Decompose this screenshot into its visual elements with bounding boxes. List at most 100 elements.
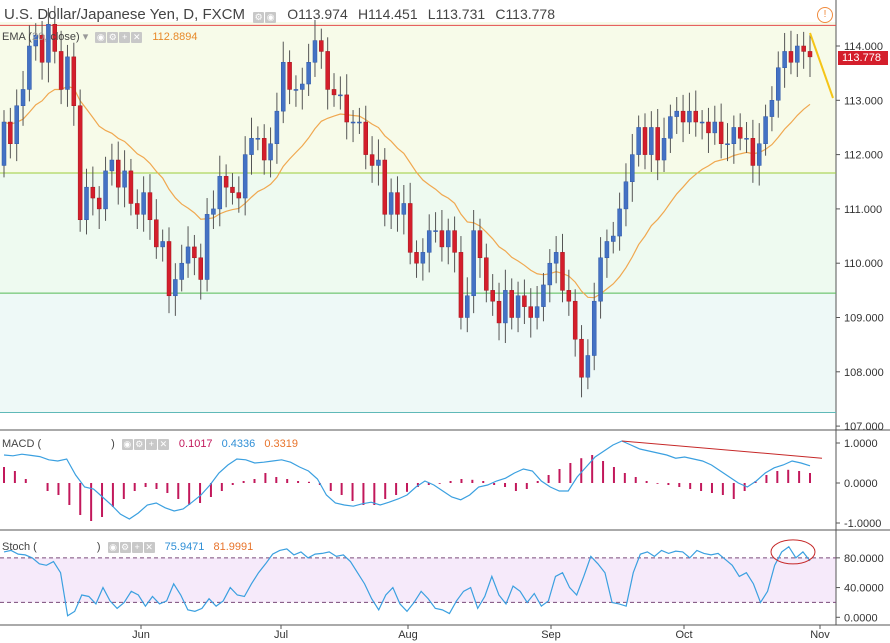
close-icon[interactable]: ✕ <box>143 542 155 554</box>
settings-icon[interactable]: ⚙ <box>119 542 131 554</box>
candle-body <box>319 40 324 52</box>
candle-body <box>96 197 102 210</box>
candle-body <box>65 56 70 90</box>
stoch-buttons[interactable]: ◉ ⚙ + ✕ <box>107 541 156 554</box>
candle-body <box>553 252 559 264</box>
candle-body <box>668 116 673 139</box>
candle-body <box>52 24 58 52</box>
x-tick-label: Nov <box>810 629 830 641</box>
candle-body <box>160 241 165 248</box>
stoch-annotation-circle <box>770 539 816 565</box>
candle-body <box>261 138 267 161</box>
candle-body <box>204 214 210 280</box>
close-icon[interactable]: ✕ <box>131 32 143 44</box>
eye-icon[interactable]: ◉ <box>107 542 119 554</box>
candle-body <box>769 100 775 117</box>
eye-icon[interactable]: ◉ <box>265 11 277 23</box>
candle-body <box>242 154 248 199</box>
candle-body <box>585 355 591 378</box>
ema-dropdown-icon[interactable]: ▾ <box>82 31 89 43</box>
candle-body <box>388 192 394 215</box>
candle-body <box>712 121 718 134</box>
candle-body <box>687 110 692 123</box>
plus-icon[interactable]: + <box>119 32 131 44</box>
candle-body <box>426 230 432 253</box>
macd-buttons[interactable]: ◉ ⚙ + ✕ <box>121 438 170 451</box>
low-value: L113.731 <box>427 6 486 22</box>
candle-body <box>433 230 438 232</box>
candle-body <box>382 159 388 215</box>
candle-body <box>90 186 96 199</box>
candle-body <box>636 127 641 155</box>
candle-body <box>395 192 400 215</box>
candle-body <box>509 290 514 318</box>
candle-body <box>503 290 508 324</box>
candle-body <box>572 300 578 340</box>
candle-body <box>496 300 502 324</box>
candle-body <box>788 51 794 63</box>
close-icon[interactable]: ✕ <box>157 439 169 451</box>
candle-body <box>763 116 768 144</box>
macd-value-2: 0.4336 <box>221 438 256 450</box>
ema-line <box>3 85 811 299</box>
plus-icon[interactable]: + <box>131 542 143 554</box>
candle-body <box>699 121 705 124</box>
candle-body <box>458 252 464 318</box>
candle-body <box>223 176 229 188</box>
candle-body <box>477 230 483 259</box>
macd-y-tick-label: 1.0000 <box>844 438 878 450</box>
candle-body <box>115 159 121 188</box>
candle-body <box>376 159 381 166</box>
candle-body <box>331 89 337 96</box>
candle-body <box>547 262 553 286</box>
candle-body <box>20 89 26 106</box>
ema-legend: EMA (20, close) ▾ ◉ ⚙ + ✕ 112.8894 <box>2 30 197 44</box>
settings-icon[interactable]: ⚙ <box>253 11 265 23</box>
candle-body <box>363 121 368 155</box>
x-tick-label: Jun <box>132 629 150 641</box>
candle-body <box>306 62 311 85</box>
candle-body <box>8 121 13 144</box>
chart-header: U.S. Dollar/Japanese Yen, D, FXCM ⚙ ◉ O11… <box>4 6 555 24</box>
macd-trendline <box>621 440 823 459</box>
candle-body <box>344 94 349 123</box>
candle-body <box>236 192 242 199</box>
macd-label[interactable]: MACD ( <box>2 438 42 450</box>
symbol-title[interactable]: U.S. Dollar/Japanese Yen, D, FXCM <box>4 6 245 23</box>
candle-body <box>566 290 572 302</box>
ema-buttons[interactable]: ◉ ⚙ + ✕ <box>95 31 143 44</box>
high-value: H114.451 <box>357 6 418 22</box>
alert-icon[interactable]: ! <box>817 7 833 23</box>
candle-body <box>300 83 305 90</box>
settings-icon[interactable]: ⚙ <box>107 32 119 44</box>
y-tick-label: 107.000 <box>844 421 884 433</box>
ema-label[interactable]: EMA ( <box>2 31 32 43</box>
candle-body <box>725 143 730 145</box>
header-buttons[interactable]: ⚙ ◉ <box>253 7 277 24</box>
candle-body <box>420 252 426 264</box>
eye-icon[interactable]: ◉ <box>95 32 107 44</box>
eye-icon[interactable]: ◉ <box>121 439 133 451</box>
stoch-value-2: 81.9991 <box>213 541 254 553</box>
stoch-y-tick-label: 80.0000 <box>844 553 884 565</box>
macd-line <box>3 440 811 520</box>
plus-icon[interactable]: + <box>145 439 157 451</box>
candle-body <box>807 51 813 58</box>
candle-body <box>185 246 191 264</box>
candle-body <box>452 230 457 253</box>
candle-body <box>312 40 318 63</box>
settings-icon[interactable]: ⚙ <box>133 439 145 451</box>
candle-body <box>350 121 356 124</box>
macd-params: ) <box>111 438 115 450</box>
close-value: C113.778 <box>495 6 556 22</box>
candle-body <box>515 295 521 318</box>
candle-body <box>1 121 7 166</box>
candle-body <box>274 110 280 144</box>
candle-body <box>661 138 667 161</box>
candle-body <box>268 143 273 161</box>
candle-body <box>655 127 660 161</box>
x-tick-label: Jul <box>274 629 288 641</box>
macd-y-tick-label: 0.0000 <box>844 478 878 490</box>
candle-body <box>249 138 254 155</box>
stoch-label[interactable]: Stoch ( <box>2 541 37 553</box>
